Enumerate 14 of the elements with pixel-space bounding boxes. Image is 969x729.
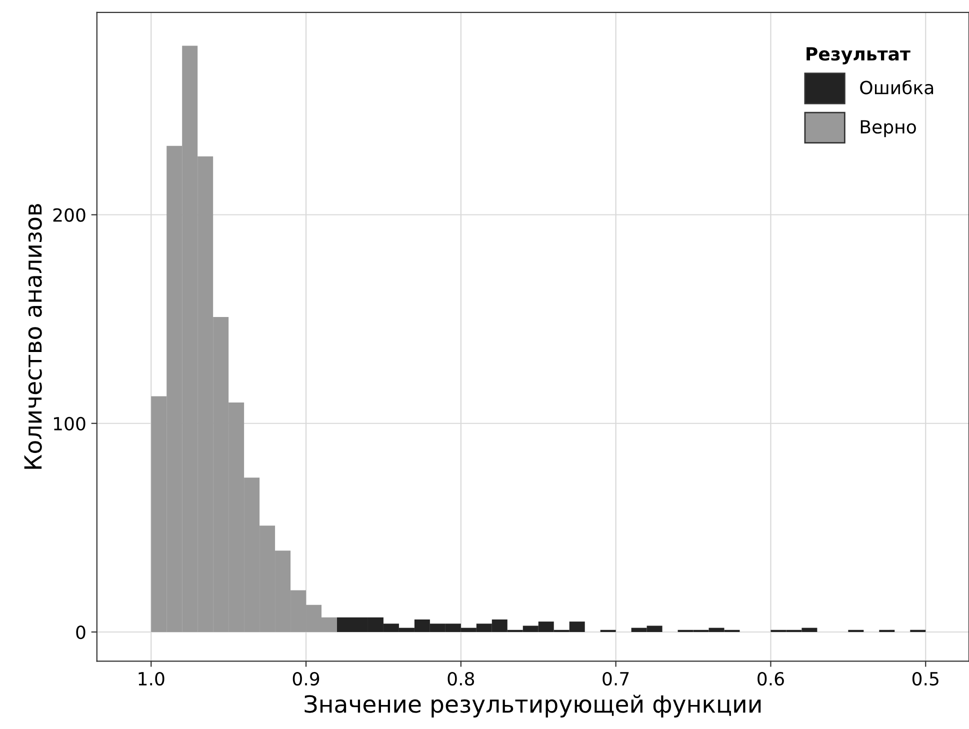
x-tick-label: 0.7 <box>602 672 629 686</box>
x-tick-label: 1.0 <box>138 672 164 686</box>
y-axis-title: Количество анализов <box>24 204 42 469</box>
x-tick-label: 0.9 <box>292 672 320 686</box>
legend-label: Ошибка <box>860 80 934 94</box>
y-tick-label: 0 <box>76 625 86 640</box>
x-tick-label: 0.8 <box>448 672 474 686</box>
y-tick-label: 200 <box>53 208 86 222</box>
legend-label: Верно <box>860 120 916 138</box>
y-tick-label: 100 <box>54 416 86 430</box>
x-axis-title: Значение результирующей функции <box>304 694 761 718</box>
legend-title: Результат <box>806 47 910 64</box>
x-tick-label: 0.5 <box>912 672 938 686</box>
x-tick-label: 0.6 <box>758 672 784 686</box>
